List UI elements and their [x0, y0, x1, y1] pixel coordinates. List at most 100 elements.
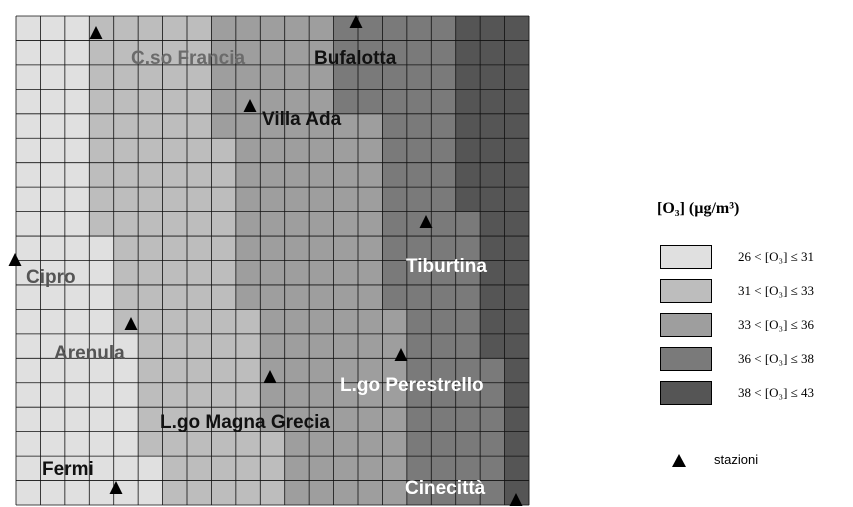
grid-cell — [406, 333, 432, 359]
station-triangle-icon — [509, 493, 523, 506]
grid-cell — [309, 309, 334, 335]
grid-cell — [64, 187, 90, 212]
grid-cell — [89, 382, 115, 408]
station-legend: stazioni — [672, 452, 832, 472]
grid-cell — [382, 162, 408, 188]
legend-class-3: 33 < [O₃] ≤ 36 — [660, 313, 850, 339]
grid-cell — [211, 113, 237, 139]
grid-cell — [406, 480, 432, 506]
grid-cell — [211, 480, 237, 506]
place-label: Cinecittà — [405, 478, 486, 499]
grid-cell — [260, 138, 286, 163]
grid-cell — [333, 187, 359, 212]
grid-cell — [64, 407, 90, 432]
grid-cell — [89, 456, 115, 481]
grid-cell — [138, 456, 163, 481]
grid-cell — [40, 358, 66, 384]
grid-cell — [260, 309, 286, 335]
grid-cell — [480, 40, 505, 66]
station-triangle-icon — [263, 370, 277, 383]
grid-cell — [431, 431, 457, 457]
grid-cell — [455, 260, 481, 286]
grid-cell — [260, 480, 286, 506]
grid-cell — [480, 187, 505, 212]
grid-cell — [187, 162, 212, 188]
grid-cell — [89, 333, 115, 359]
grid-cell — [382, 260, 408, 286]
grid-cell — [382, 40, 408, 66]
grid-cell — [211, 236, 237, 261]
grid-cell — [504, 40, 530, 66]
grid-cell — [162, 40, 188, 66]
grid-cell — [16, 284, 41, 310]
place-label: L.go Magna Grecia — [160, 412, 330, 433]
legend-label-3: 33 < [O₃] ≤ 36 — [738, 317, 815, 332]
station-triangle-icon — [243, 99, 257, 112]
grid-cell — [431, 407, 457, 432]
grid-cell — [89, 211, 115, 237]
grid-cell — [113, 64, 139, 90]
grid-cell — [431, 456, 457, 481]
grid-cell — [260, 236, 286, 261]
grid-cell — [358, 309, 383, 335]
place-label: Fermi — [42, 459, 94, 480]
grid-cell — [431, 64, 457, 90]
grid-cell — [89, 40, 115, 66]
grid-cell — [40, 138, 66, 163]
grid-cell — [162, 480, 188, 506]
grid-cell — [333, 40, 359, 66]
grid-cell — [382, 16, 408, 41]
grid-cell — [260, 162, 286, 188]
grid-cell — [113, 162, 139, 188]
grid-cell — [138, 333, 163, 359]
grid-cell — [40, 284, 66, 310]
grid-cell — [187, 431, 212, 457]
grid-cell — [138, 64, 163, 90]
grid-cell — [162, 113, 188, 139]
grid-cell — [309, 431, 334, 457]
grid-cell — [138, 260, 163, 286]
grid-cell — [187, 89, 212, 115]
grid-cell — [113, 407, 139, 432]
legend-swatch-3 — [660, 313, 712, 337]
grid-cell — [211, 358, 237, 384]
grid-cell — [406, 16, 432, 41]
grid-cell — [211, 382, 237, 408]
grid-cell — [358, 431, 383, 457]
grid-cell — [284, 309, 310, 335]
grid-cell — [358, 40, 383, 66]
grid-cell — [309, 113, 334, 139]
grid-cell — [138, 89, 163, 115]
grid-cell — [235, 236, 261, 261]
grid-cell — [333, 236, 359, 261]
grid-cell — [455, 211, 481, 237]
grid-cell — [162, 211, 188, 237]
grid-cell — [358, 382, 383, 408]
grid-cell — [284, 162, 310, 188]
grid-cell — [64, 382, 90, 408]
grid-cell — [187, 333, 212, 359]
grid-cell — [382, 236, 408, 261]
place-label: Tiburtina — [406, 256, 487, 277]
legend-class-4: 36 < [O₃] ≤ 38 — [660, 347, 850, 373]
grid-cell — [64, 431, 90, 457]
grid-cell — [162, 309, 188, 335]
grid-cell — [235, 40, 261, 66]
grid-cell — [480, 284, 505, 310]
grid-cell — [309, 260, 334, 286]
grid-cell — [211, 309, 237, 335]
grid-cell — [113, 236, 139, 261]
grid-cell — [40, 407, 66, 432]
grid-cell — [504, 16, 530, 41]
grid-cell — [480, 333, 505, 359]
grid-cell — [260, 113, 286, 139]
grid-cell — [211, 260, 237, 286]
grid-cell — [504, 89, 530, 115]
grid-cell — [406, 236, 432, 261]
grid-cell — [431, 187, 457, 212]
grid-cell — [235, 382, 261, 408]
legend-class-1: 26 < [O₃] ≤ 31 — [660, 245, 850, 271]
grid-cell — [187, 138, 212, 163]
grid-cell — [406, 40, 432, 66]
grid-cell — [162, 260, 188, 286]
